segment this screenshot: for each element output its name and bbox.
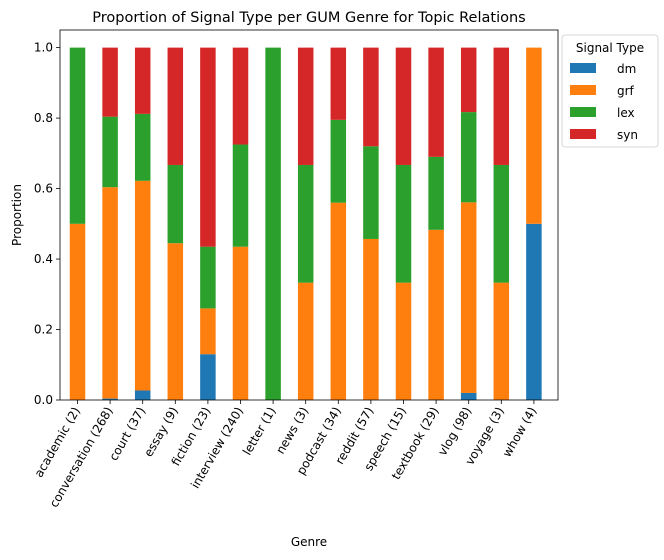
bar-grf-2 xyxy=(134,180,151,391)
bar-grf-5 xyxy=(232,246,249,400)
bar-grf-10 xyxy=(395,282,412,400)
bar-grf-0 xyxy=(69,223,86,400)
bar-lex-10 xyxy=(395,164,412,283)
bars-layer xyxy=(69,47,542,400)
bar-lex-11 xyxy=(428,156,444,230)
chart-title: Proportion of Signal Type per GUM Genre … xyxy=(92,10,525,26)
legend-swatch-dm xyxy=(570,63,596,73)
x-tick-label: conversation (268) xyxy=(47,405,116,510)
y-tick-label: 0.4 xyxy=(34,252,53,266)
y-tick-label: 0.0 xyxy=(34,393,53,407)
legend-swatch-syn xyxy=(570,129,596,139)
legend-items: dm grf lex syn xyxy=(570,62,638,142)
plot-area-frame xyxy=(59,29,559,401)
y-tick-label: 1.0 xyxy=(34,41,53,55)
bar-lex-3 xyxy=(167,164,184,244)
bar-grf-8 xyxy=(330,202,347,400)
y-tick-label: 0.8 xyxy=(34,111,53,125)
bar-syn-13 xyxy=(493,47,510,165)
bar-syn-1 xyxy=(102,47,118,117)
bar-grf-14 xyxy=(526,47,542,224)
bar-syn-5 xyxy=(232,47,249,145)
bar-grf-4 xyxy=(200,308,216,355)
bar-grf-12 xyxy=(460,202,477,393)
bar-syn-12 xyxy=(460,47,477,113)
bar-dm-4 xyxy=(200,354,216,400)
bar-syn-4 xyxy=(200,47,216,247)
bar-grf-1 xyxy=(102,187,118,399)
legend-swatch-grf xyxy=(570,85,596,95)
bar-lex-8 xyxy=(330,119,347,203)
bar-syn-10 xyxy=(395,47,412,165)
bar-grf-11 xyxy=(428,229,444,400)
bar-grf-9 xyxy=(363,238,379,400)
x-axis: academic (2)conversation (268)court (37)… xyxy=(32,400,539,510)
bar-syn-7 xyxy=(297,47,314,165)
bar-lex-2 xyxy=(134,113,151,181)
legend-title: Signal Type xyxy=(576,41,644,55)
bar-dm-12 xyxy=(460,392,477,400)
y-tick-label: 0.2 xyxy=(34,323,53,337)
bar-lex-12 xyxy=(460,112,477,203)
y-axis: 0.0 0.2 0.4 0.6 0.8 1.0 xyxy=(34,41,60,407)
legend: Signal Type dm grf lex syn xyxy=(561,34,659,148)
bar-dm-1 xyxy=(102,398,118,400)
bar-syn-8 xyxy=(330,47,347,120)
bar-lex-5 xyxy=(232,144,249,247)
legend-label-grf: grf xyxy=(617,84,635,98)
legend-swatch-lex xyxy=(570,107,596,117)
bar-lex-9 xyxy=(363,146,379,239)
bar-lex-7 xyxy=(297,164,314,283)
bar-lex-13 xyxy=(493,164,510,283)
bar-grf-7 xyxy=(297,282,314,400)
bar-lex-1 xyxy=(102,116,118,188)
bar-dm-14 xyxy=(526,223,542,400)
bar-grf-3 xyxy=(167,243,184,400)
bar-lex-0 xyxy=(69,47,86,224)
legend-label-lex: lex xyxy=(617,106,635,120)
bar-grf-13 xyxy=(493,282,510,400)
bar-syn-2 xyxy=(134,47,151,114)
bar-dm-2 xyxy=(134,390,151,400)
y-tick-label: 0.6 xyxy=(34,182,53,196)
legend-label-syn: syn xyxy=(617,128,638,142)
bar-lex-4 xyxy=(200,246,216,309)
bar-syn-9 xyxy=(363,47,379,147)
bar-lex-6 xyxy=(265,47,281,400)
bar-syn-11 xyxy=(428,47,444,157)
x-axis-label: Genre xyxy=(291,535,327,549)
legend-label-dm: dm xyxy=(617,62,636,76)
y-axis-label: Proportion xyxy=(10,184,24,246)
bar-syn-3 xyxy=(167,47,184,165)
